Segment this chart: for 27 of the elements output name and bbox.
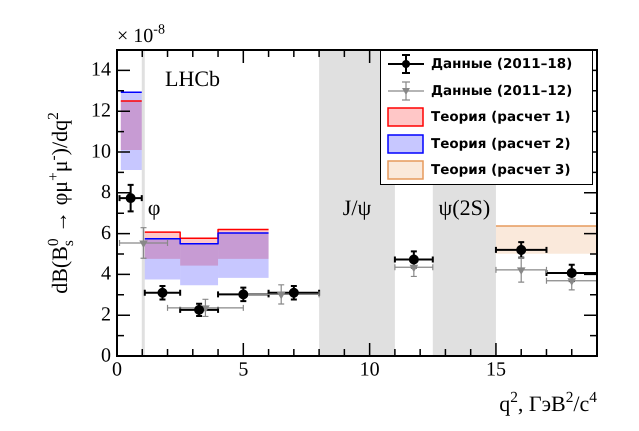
x-tick-label: 15: [486, 358, 506, 380]
legend-label: Теория (расчет 2): [431, 136, 571, 152]
annotation: LHCb: [165, 66, 220, 91]
y-tick-label: 14: [91, 58, 111, 81]
y-tick-label: 10: [91, 140, 111, 162]
band-label: φ: [148, 195, 160, 220]
text: dB(Bs0 → φμ+μ-)/dq2: [44, 112, 78, 294]
point: [238, 289, 248, 300]
y-tick-label: 2: [101, 303, 111, 326]
point: [288, 288, 299, 298]
point: [157, 288, 168, 298]
y-tick-label: 8: [101, 181, 111, 204]
point: [277, 292, 286, 299]
band-label: J/ψ: [342, 195, 372, 220]
point: [410, 264, 418, 272]
point: [408, 254, 419, 265]
y-tick-label: 12: [91, 99, 111, 122]
legend-label: Данные (2011–18): [431, 56, 572, 72]
x-tick-label: 10: [360, 358, 380, 380]
y-tick-label: 4: [101, 262, 111, 285]
y-tick-label: 0: [101, 344, 111, 366]
legend-label: Теория (расчет 3): [431, 162, 571, 178]
legend-label: Данные (2011–12): [431, 82, 572, 99]
y-tick-label: 6: [101, 222, 111, 244]
band-label: ψ(2S): [438, 195, 490, 220]
x-tick-label: 5: [238, 358, 248, 380]
legend-label: Теория (расчет 1): [431, 109, 571, 126]
